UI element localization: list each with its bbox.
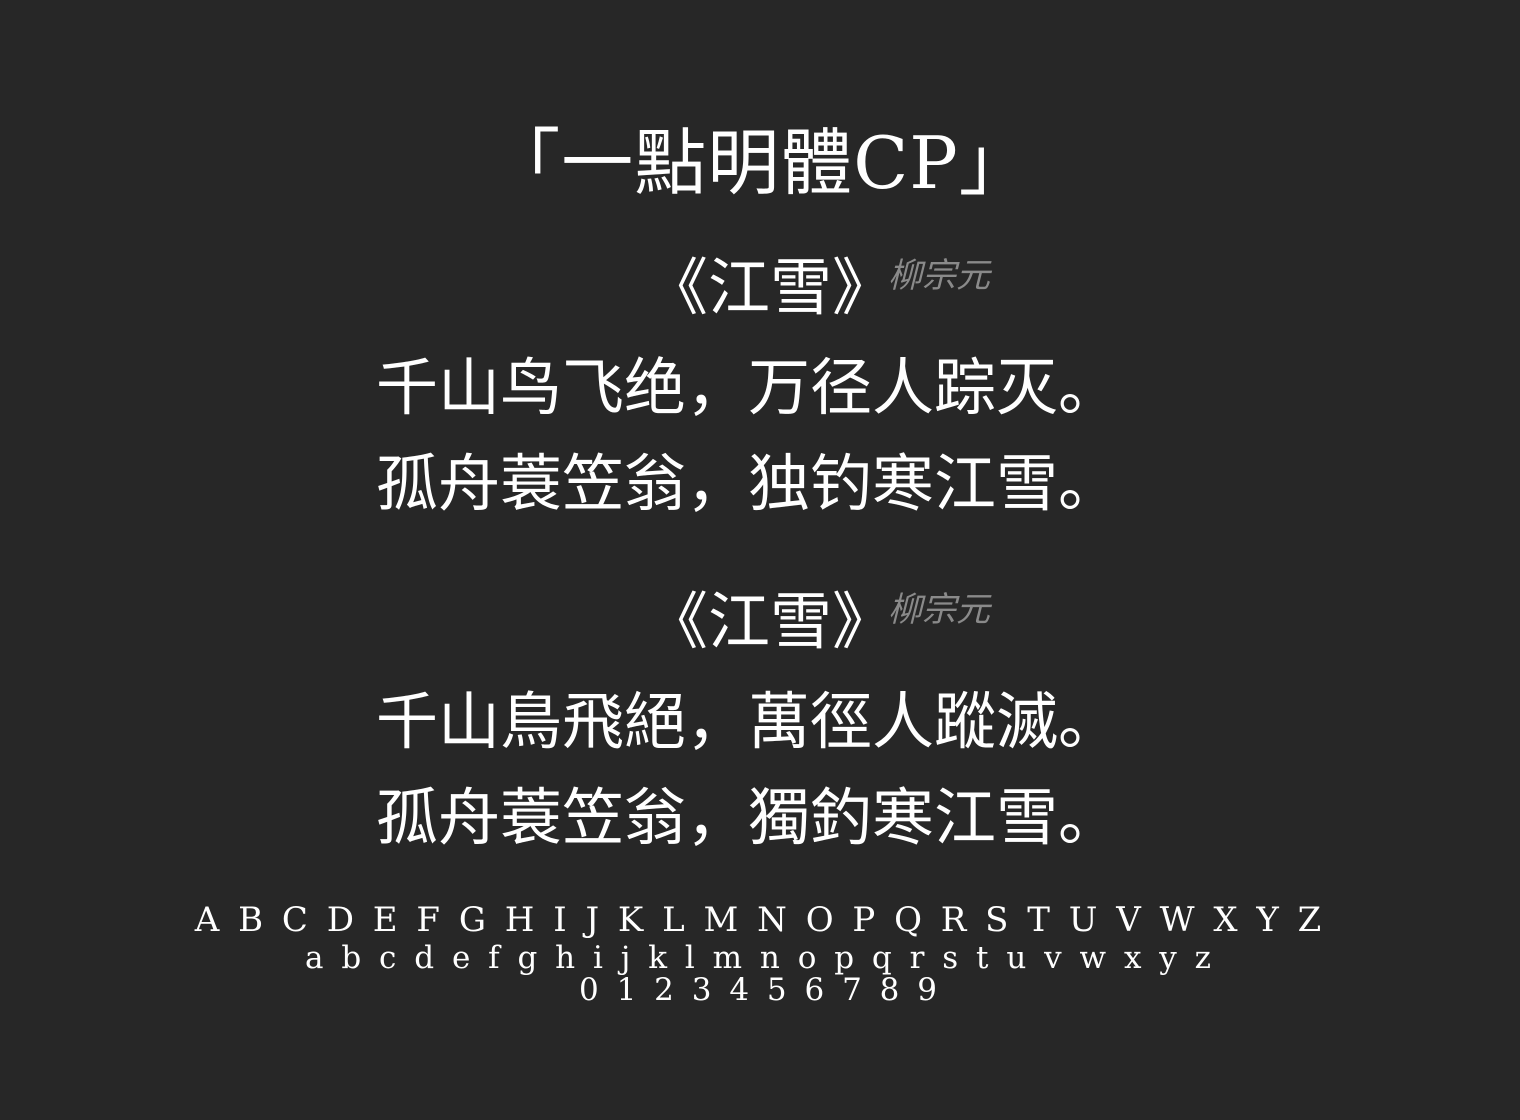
poem-simplified: 《江雪》 柳宗元 千山鸟飞绝，万径人踪灭。 孤舟蓑笠翁，独钓寒江雪。 xyxy=(0,244,1520,520)
poem-title: 《江雪》 xyxy=(646,251,895,324)
poem-author: 柳宗元 xyxy=(888,256,990,296)
poem-title: 《江雪》 xyxy=(646,585,895,658)
poem-heading: 《江雪》 柳宗元 xyxy=(0,578,1520,668)
poem-heading: 《江雪》 柳宗元 xyxy=(0,244,1520,334)
uppercase-letters: A B C D E F G H I J K L M N O P Q R S T … xyxy=(194,900,1326,940)
poem-line: 千山鳥飛絕，萬徑人蹤滅。 xyxy=(376,685,1121,758)
poem-line: 孤舟蓑笠翁，独钓寒江雪。 xyxy=(376,447,1121,520)
font-name-title: 「一點明體CP」 xyxy=(488,121,1032,205)
poem-line: 千山鸟飞绝，万径人踪灭。 xyxy=(376,351,1121,424)
poem-traditional: 《江雪》 柳宗元 千山鳥飛絕，萬徑人蹤滅。 孤舟蓑笠翁，獨釣寒江雪。 xyxy=(0,578,1520,854)
poem-author: 柳宗元 xyxy=(888,590,990,630)
poem-line: 孤舟蓑笠翁，獨釣寒江雪。 xyxy=(376,781,1121,854)
latin-specimen: A B C D E F G H I J K L M N O P Q R S T … xyxy=(0,898,1520,1006)
lowercase-letters: a b c d e f g h i j k l m n o p q r s t … xyxy=(305,940,1215,976)
digits: 0 1 2 3 4 5 6 7 8 9 xyxy=(579,972,941,1008)
